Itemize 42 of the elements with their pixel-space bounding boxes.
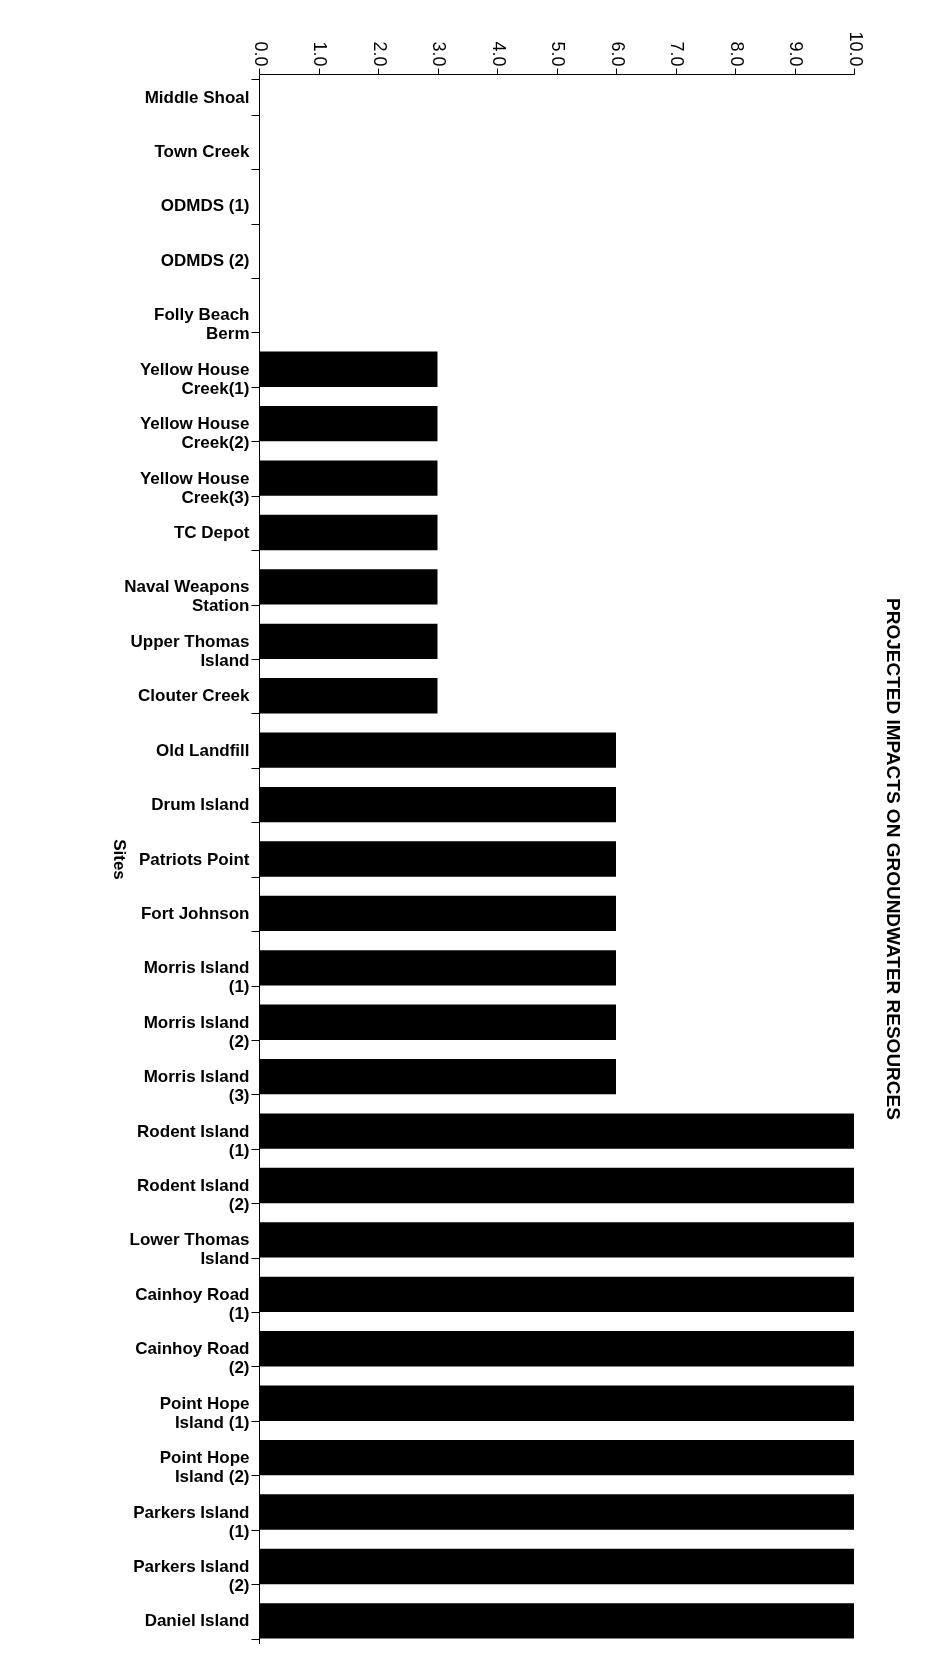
y-tick-label: Upper Thomas Island	[130, 631, 250, 670]
y-tick-label: Morris Island (2)	[143, 1012, 250, 1051]
y-tick-label: Daniel Island	[144, 1611, 250, 1631]
y-tick-label: ODMDS (1)	[160, 196, 250, 216]
y-tick-label: Parkers Island (1)	[133, 1502, 250, 1541]
y-tick-label: Rodent Island (2)	[137, 1176, 250, 1215]
y-tick-label: Point Hope Island (1)	[159, 1393, 250, 1432]
x-tick-label: 1.0	[310, 41, 330, 67]
y-tick-label: Drum Island	[151, 795, 250, 815]
y-tick-label: Old Landfill	[156, 740, 250, 760]
x-tick-label: 0.0	[250, 41, 271, 67]
y-tick-label: Point Hope Island (2)	[159, 1448, 250, 1487]
y-tick-label: Yellow House Creek(3)	[139, 468, 250, 507]
y-tick-label: Morris Island (3)	[143, 1067, 250, 1106]
x-tick-label: 8.0	[726, 41, 747, 67]
x-tick-label: 10.0	[845, 31, 866, 67]
x-tick-label: 9.0	[786, 41, 806, 67]
y-tick-label: Middle Shoal	[144, 87, 250, 107]
x-tick-label: 2.0	[369, 41, 390, 67]
y-axis-title: Sites	[110, 839, 130, 880]
y-tick-label: Fort Johnson	[140, 903, 250, 923]
x-tick-label: 7.0	[667, 41, 687, 67]
y-tick-label: Morris Island (1)	[143, 958, 250, 997]
y-tick-label: TC Depot	[173, 522, 250, 542]
y-tick-label: Naval Weapons Station	[124, 577, 250, 616]
x-tick-label: 6.0	[607, 41, 628, 67]
y-tick-label: Parkers Island (2)	[133, 1556, 250, 1595]
y-tick-label: Cainhoy Road (1)	[135, 1284, 250, 1323]
x-tick-label: 5.0	[548, 41, 568, 67]
y-tick-label: Patriots Point	[138, 849, 250, 869]
y-tick-label: Clouter Creek	[138, 686, 251, 706]
y-tick-label: ODMDS (2)	[160, 250, 250, 270]
x-tick-label: 3.0	[429, 41, 449, 67]
y-tick-label: Lower Thomas Island	[129, 1230, 250, 1269]
y-tick-label: Town Creek	[154, 142, 251, 162]
y-tick-label: Yellow House Creek(1)	[139, 359, 250, 398]
text: PROJECTED IMPACTS ON GROUNDWATER RESOURCES	[883, 598, 904, 1120]
y-tick-label: Cainhoy Road (2)	[135, 1339, 250, 1378]
y-tick-label: Yellow House Creek(2)	[139, 414, 250, 453]
x-tick-label: 4.0	[488, 41, 509, 67]
y-tick-label: Rodent Island (1)	[137, 1121, 250, 1160]
y-tick-label: Folly Beach Berm	[154, 305, 250, 344]
